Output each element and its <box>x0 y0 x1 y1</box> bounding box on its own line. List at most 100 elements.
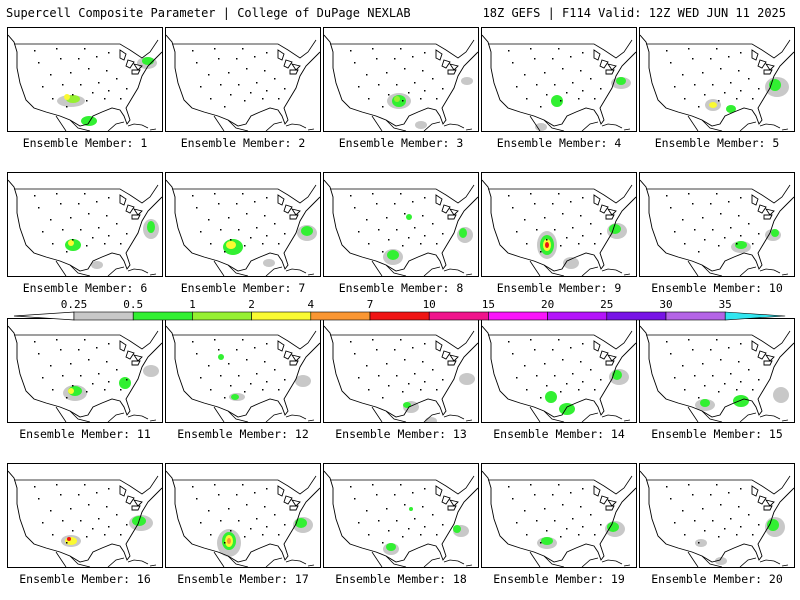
state-boundary-mark <box>278 389 280 391</box>
caribbean-islands <box>285 123 315 131</box>
state-boundary-mark <box>400 193 402 195</box>
state-boundary-mark <box>712 520 714 522</box>
state-boundary-mark <box>62 375 64 377</box>
great-lakes <box>277 194 301 220</box>
state-boundary-mark <box>712 229 714 231</box>
state-boundary-mark <box>242 193 244 195</box>
state-boundary-mark <box>228 217 230 219</box>
scp-contour <box>295 375 311 387</box>
state-boundary-mark <box>516 377 518 379</box>
state-boundary-mark <box>594 534 596 536</box>
state-boundary-mark <box>244 536 246 538</box>
scp-contour <box>563 257 579 269</box>
state-boundary-mark <box>524 510 526 512</box>
legend-color-bin <box>251 311 312 321</box>
scp-contour <box>91 261 103 269</box>
state-boundary-mark <box>62 229 64 231</box>
coastline <box>482 325 636 418</box>
state-boundary-mark <box>752 98 754 100</box>
state-boundary-mark <box>192 50 194 52</box>
coastline <box>8 470 162 563</box>
state-boundary-mark <box>758 88 760 90</box>
coastline <box>640 34 794 127</box>
mexico-outline <box>529 260 599 276</box>
state-boundary-mark <box>570 56 572 58</box>
state-boundary-mark <box>572 82 574 84</box>
state-boundary-mark <box>692 203 694 205</box>
canada-border <box>172 39 317 59</box>
state-boundary-mark <box>534 203 536 205</box>
state-boundary-mark <box>84 193 86 195</box>
state-boundary-mark <box>404 213 406 215</box>
caribbean-islands <box>127 123 157 131</box>
state-boundary-mark <box>264 361 266 363</box>
state-boundary-mark <box>108 488 110 490</box>
state-boundary-mark <box>560 245 562 247</box>
state-boundary-mark <box>578 534 580 536</box>
state-boundary-mark <box>120 243 122 245</box>
great-lakes <box>751 194 775 220</box>
state-boundary-mark <box>424 235 426 237</box>
state-boundary-mark <box>442 233 444 235</box>
state-boundary-mark <box>382 251 384 253</box>
state-boundary-mark <box>34 50 36 52</box>
state-boundary-mark <box>244 100 246 102</box>
map-title: Supercell Composite Parameter | College … <box>6 6 411 20</box>
state-boundary-mark <box>442 88 444 90</box>
state-boundary-mark <box>72 239 74 241</box>
state-boundary-mark <box>508 341 510 343</box>
state-boundary-mark <box>694 520 696 522</box>
state-boundary-mark <box>728 347 730 349</box>
state-boundary-mark <box>250 528 252 530</box>
state-boundary-mark <box>220 520 222 522</box>
state-boundary-mark <box>594 389 596 391</box>
state-boundary-mark <box>88 504 90 506</box>
state-boundary-mark <box>266 381 268 383</box>
state-boundary-mark <box>80 229 82 231</box>
canada-border <box>330 39 475 59</box>
state-boundary-mark <box>350 50 352 52</box>
ensemble-member-label: Ensemble Member: 10 <box>651 281 783 295</box>
state-boundary-mark <box>738 70 740 72</box>
state-boundary-mark <box>358 86 360 88</box>
state-boundary-mark <box>242 48 244 50</box>
state-boundary-mark <box>88 359 90 361</box>
state-boundary-mark <box>192 486 194 488</box>
state-boundary-mark <box>582 488 584 490</box>
legend-tick-label: 7 <box>367 298 374 311</box>
state-boundary-mark <box>192 195 194 197</box>
state-boundary-mark <box>572 518 574 520</box>
state-boundary-mark <box>196 498 198 500</box>
state-boundary-mark <box>218 494 220 496</box>
caribbean-islands <box>601 123 631 131</box>
mexico-outline <box>371 115 441 131</box>
state-boundary-mark <box>200 231 202 233</box>
state-boundary-mark <box>546 94 548 96</box>
ensemble-member-label: Ensemble Member: 9 <box>496 281 622 295</box>
state-boundary-mark <box>420 98 422 100</box>
state-boundary-mark <box>368 243 370 245</box>
canada-border <box>488 39 633 59</box>
state-boundary-mark <box>266 197 268 199</box>
state-boundary-mark <box>394 494 396 496</box>
legend-tick-label: 30 <box>659 298 672 311</box>
coastline <box>482 470 636 563</box>
state-boundary-mark <box>408 237 410 239</box>
state-boundary-mark <box>562 68 564 70</box>
scp-contour <box>459 373 475 385</box>
state-boundary-mark <box>552 494 554 496</box>
scp-contour <box>119 377 131 389</box>
state-boundary-mark <box>88 68 90 70</box>
state-boundary-mark <box>540 542 542 544</box>
state-boundary-mark <box>698 397 700 399</box>
ensemble-member-map <box>165 27 321 132</box>
state-boundary-mark <box>748 369 750 371</box>
mexico-outline <box>213 551 283 567</box>
state-boundary-mark <box>554 84 556 86</box>
legend-color-bin <box>606 311 667 321</box>
great-lakes <box>593 340 617 366</box>
state-boundary-mark <box>582 90 584 92</box>
mexico-outline <box>529 551 599 567</box>
state-boundary-mark <box>238 84 240 86</box>
state-boundary-mark <box>590 223 592 225</box>
